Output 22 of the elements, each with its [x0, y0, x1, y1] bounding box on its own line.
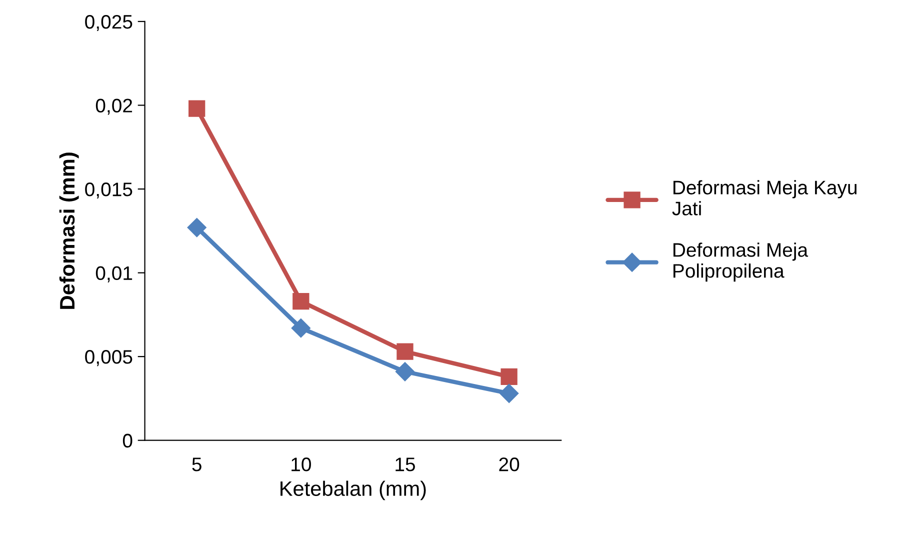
x-tick-label: 5: [192, 458, 202, 472]
point: [188, 100, 206, 117]
legend-label: Deformasi Meja Kayu Jati: [672, 180, 856, 216]
x-axis-title: Ketebalan (mm): [280, 480, 426, 500]
point: [500, 368, 518, 386]
y-tick-label: 0: [122, 434, 132, 448]
point: [291, 318, 310, 338]
y-tick-label: 0,01: [96, 266, 132, 282]
x-tick-label: 10: [292, 458, 311, 472]
y-tick-label: 0,005: [85, 350, 132, 366]
point: [395, 362, 415, 382]
point: [500, 384, 519, 403]
y-tick-label: 0,015: [85, 182, 132, 199]
point: [187, 218, 206, 238]
point: [292, 292, 310, 310]
y-tick-label: 0,02: [96, 98, 132, 115]
y-tick-label: 0,025: [85, 14, 132, 32]
point: [396, 343, 414, 360]
x-tick-label: 20: [499, 458, 520, 472]
x-tick-label: 15: [396, 458, 415, 472]
legend-label: Deformasi Meja Polipropilena: [674, 242, 808, 282]
y-axis-title: Deformasi (mm): [59, 152, 79, 309]
